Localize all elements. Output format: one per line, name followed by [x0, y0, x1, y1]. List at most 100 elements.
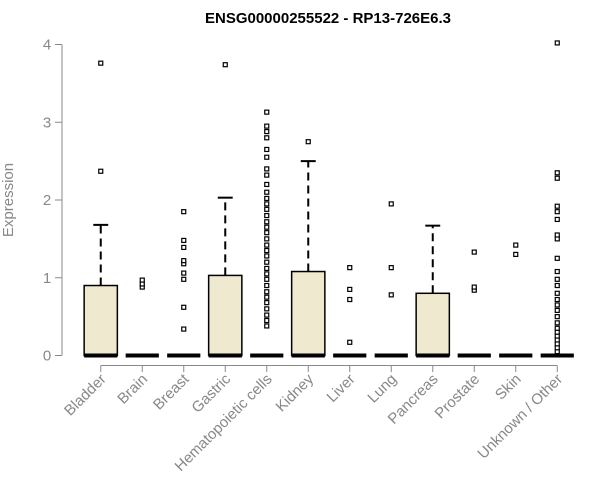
plot-area — [83, 40, 574, 358]
outlier-point — [264, 236, 270, 242]
box-group — [290, 139, 326, 358]
outlier-point — [181, 304, 187, 310]
outlier-point — [471, 249, 477, 255]
box — [290, 270, 326, 357]
outlier-point — [181, 237, 187, 244]
outlier-point — [264, 224, 270, 230]
outlier-point — [388, 292, 394, 298]
box-group — [457, 249, 491, 358]
outlier-point — [347, 286, 353, 293]
outlier-point — [264, 219, 270, 225]
outlier-point — [347, 339, 353, 345]
outlier-point — [554, 314, 560, 320]
x-tick-label: Bladder — [61, 371, 110, 420]
outlier-point — [554, 203, 560, 209]
outlier-point — [554, 170, 560, 176]
x-tick-label: Brain — [114, 371, 151, 408]
box — [83, 284, 119, 357]
outlier-point — [181, 244, 187, 251]
outlier-point — [264, 135, 270, 141]
box — [207, 274, 243, 357]
outlier-point — [98, 168, 104, 174]
outlier-point — [554, 320, 560, 326]
box-group — [540, 40, 574, 358]
y-tick-label: 3 — [43, 114, 51, 131]
x-tick-label: Prostate — [432, 371, 484, 423]
x-tick-label: Skin — [492, 371, 525, 404]
x-tick-label: Breast — [150, 370, 193, 413]
outlier-point — [554, 209, 560, 215]
outlier-point — [513, 242, 519, 248]
outlier-point — [264, 253, 270, 259]
outlier-point — [554, 232, 560, 238]
outlier-point — [264, 189, 270, 195]
outlier-point — [388, 265, 394, 271]
x-tick-label: Liver — [324, 371, 359, 406]
outlier-point — [554, 255, 560, 261]
outlier-point — [181, 258, 187, 264]
outlier-point — [554, 268, 560, 275]
outlier-point — [264, 276, 270, 282]
x-tick-label: Kidney — [273, 370, 318, 415]
box-group — [167, 209, 201, 358]
outlier-point — [264, 195, 270, 202]
outlier-point — [264, 212, 270, 219]
chart-title: ENSG00000255522 - RP13-726E6.3 — [205, 10, 451, 27]
box-group — [415, 224, 451, 358]
outlier-point — [264, 128, 270, 135]
outlier-point — [264, 247, 270, 254]
box-group — [250, 109, 284, 358]
outlier-point — [471, 284, 477, 290]
outlier-point — [264, 282, 270, 289]
outlier-point — [554, 175, 560, 181]
outlier-point — [264, 230, 270, 236]
outlier-point — [264, 271, 270, 277]
outlier-point — [181, 276, 187, 282]
outlier-point — [264, 154, 270, 160]
outlier-point — [264, 259, 270, 265]
outlier-point — [222, 62, 228, 68]
y-tick-label: 1 — [43, 270, 51, 287]
y-tick-label: 4 — [43, 37, 51, 54]
outlier-point — [554, 296, 560, 303]
outlier-point — [554, 302, 560, 308]
outlier-point — [305, 139, 311, 145]
outlier-point — [98, 60, 104, 66]
outlier-point — [264, 181, 270, 188]
box-group — [333, 265, 367, 358]
outlier-point — [181, 209, 187, 215]
outlier-point — [181, 326, 187, 332]
outlier-point — [554, 216, 560, 223]
outlier-point — [264, 323, 270, 329]
outlier-point — [139, 277, 145, 283]
box-group — [83, 60, 119, 358]
box-group — [499, 242, 533, 358]
y-axis-label: Expression — [0, 163, 17, 237]
outlier-point — [264, 109, 270, 115]
outlier-point — [554, 307, 560, 314]
outlier-point — [554, 325, 560, 331]
outlier-point — [264, 300, 270, 306]
outlier-point — [264, 123, 270, 129]
outlier-point — [347, 265, 353, 271]
outlier-point — [554, 40, 560, 46]
box — [415, 292, 451, 357]
y-axis: 0 1 2 3 4 — [43, 37, 63, 365]
x-tick-label: Lung — [364, 371, 400, 407]
outlier-point — [554, 276, 560, 282]
box-group — [374, 201, 408, 358]
outlier-point — [264, 166, 270, 172]
outlier-point — [264, 242, 270, 248]
outlier-point — [554, 290, 560, 296]
outlier-point — [264, 306, 270, 312]
box-group — [207, 62, 243, 358]
y-tick-label: 0 — [43, 348, 51, 365]
outlier-point — [554, 282, 560, 289]
outlier-point — [264, 206, 270, 212]
outlier-point — [347, 296, 353, 303]
outlier-point — [388, 201, 394, 207]
outlier-point — [264, 146, 270, 153]
outlier-point — [264, 172, 270, 178]
outlier-point — [264, 201, 270, 207]
